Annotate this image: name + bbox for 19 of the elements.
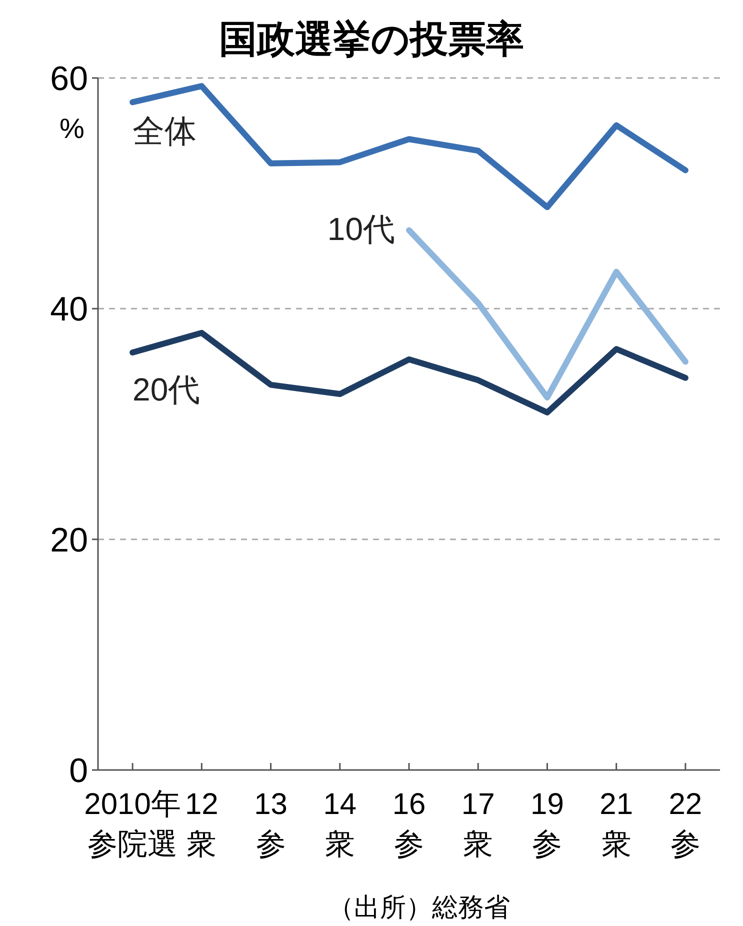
series-label: 20代 [132, 371, 200, 408]
x-tick-label: 14衆 [323, 788, 357, 861]
chart-title: 国政選挙の投票率 [219, 18, 524, 61]
x-tick-label: 19参 [530, 788, 564, 861]
series-label: 全体 [132, 113, 197, 150]
y-tick-label: 0 [69, 752, 88, 790]
y-tick-label: 40 [50, 290, 88, 329]
x-tick-label: 2010年参院選 [84, 788, 181, 861]
x-tick-label: 21衆 [600, 788, 634, 861]
x-tick-label: 22参 [668, 788, 702, 861]
series-label: 10代 [327, 211, 395, 248]
y-tick-label: 60 [50, 60, 88, 98]
x-tick-label: 17衆 [461, 788, 495, 861]
x-tick-label: 12衆 [184, 788, 218, 861]
y-tick-label: 20 [50, 521, 88, 560]
x-tick-label: 16参 [392, 788, 426, 861]
x-tick-label: 13参 [254, 788, 288, 861]
y-axis-title: % [60, 113, 84, 144]
text: （出所）総務省 [328, 892, 510, 922]
